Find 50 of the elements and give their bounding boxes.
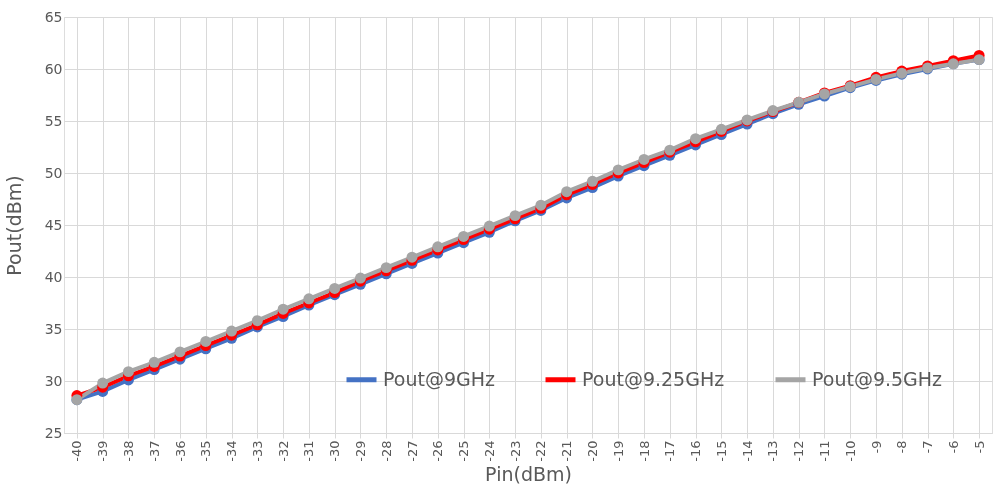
x-tick-label: -19 xyxy=(610,440,626,462)
x-tick-label: -34 xyxy=(224,440,240,462)
y-tick-label: 60 xyxy=(44,60,63,77)
x-tick-label: -16 xyxy=(688,440,704,462)
y-tick-label: 45 xyxy=(44,216,63,233)
x-tick-label: -24 xyxy=(481,440,497,462)
x-tick-label: -33 xyxy=(249,440,265,462)
x-tick-label: -15 xyxy=(713,440,729,462)
y-tick-label: 40 xyxy=(44,268,63,285)
x-tick-label: -22 xyxy=(533,440,549,462)
x-tick-label: -23 xyxy=(507,440,523,462)
x-tick-label: -6 xyxy=(945,440,961,454)
x-tick-label: -25 xyxy=(456,440,472,462)
x-tick-label: -36 xyxy=(172,440,188,462)
x-tick-label: -21 xyxy=(559,440,575,462)
x-tick-label: -12 xyxy=(791,440,807,462)
x-tick-label: -32 xyxy=(275,440,291,462)
legend-label: Pout@9.25GHz xyxy=(582,367,725,390)
y-tick-label: 30 xyxy=(44,372,63,389)
x-tick-label: -37 xyxy=(146,440,162,462)
x-tick-label: -38 xyxy=(120,440,136,462)
y-tick-label: 25 xyxy=(44,424,63,441)
x-tick-label: -10 xyxy=(842,440,858,462)
x-tick-label: -28 xyxy=(378,440,394,462)
x-tick-label: -39 xyxy=(95,440,111,462)
x-tick-label: -9 xyxy=(868,440,884,454)
x-tick-label: -27 xyxy=(404,440,420,462)
x-tick-label: -17 xyxy=(662,440,678,462)
x-tick-label: -29 xyxy=(352,440,368,462)
x-tick-label: -40 xyxy=(69,440,85,462)
legend-label: Pout@9GHz xyxy=(383,367,495,390)
y-tick-label: 55 xyxy=(44,112,63,129)
x-tick-label: -20 xyxy=(584,440,600,462)
x-tick-label: -26 xyxy=(430,440,446,462)
x-tick-label: -35 xyxy=(198,440,214,462)
x-tick-label: -31 xyxy=(301,440,317,462)
x-tick-label: -13 xyxy=(765,440,781,462)
x-axis-title: Pin(dBm) xyxy=(485,462,572,485)
y-tick-label: 35 xyxy=(44,320,63,337)
legend-label: Pout@9.5GHz xyxy=(812,367,943,390)
y-tick-label: 50 xyxy=(44,164,63,181)
x-tick-label: -11 xyxy=(816,440,832,462)
y-axis-title: Pout(dBm) xyxy=(2,175,25,276)
x-tick-label: -14 xyxy=(739,440,755,462)
y-tick-label: 65 xyxy=(44,8,63,25)
x-tick-label: -5 xyxy=(971,440,987,454)
x-tick-label: -8 xyxy=(894,440,910,454)
x-tick-label: -30 xyxy=(327,440,343,462)
x-tick-label: -18 xyxy=(636,440,652,462)
x-tick-label: -7 xyxy=(920,440,936,454)
